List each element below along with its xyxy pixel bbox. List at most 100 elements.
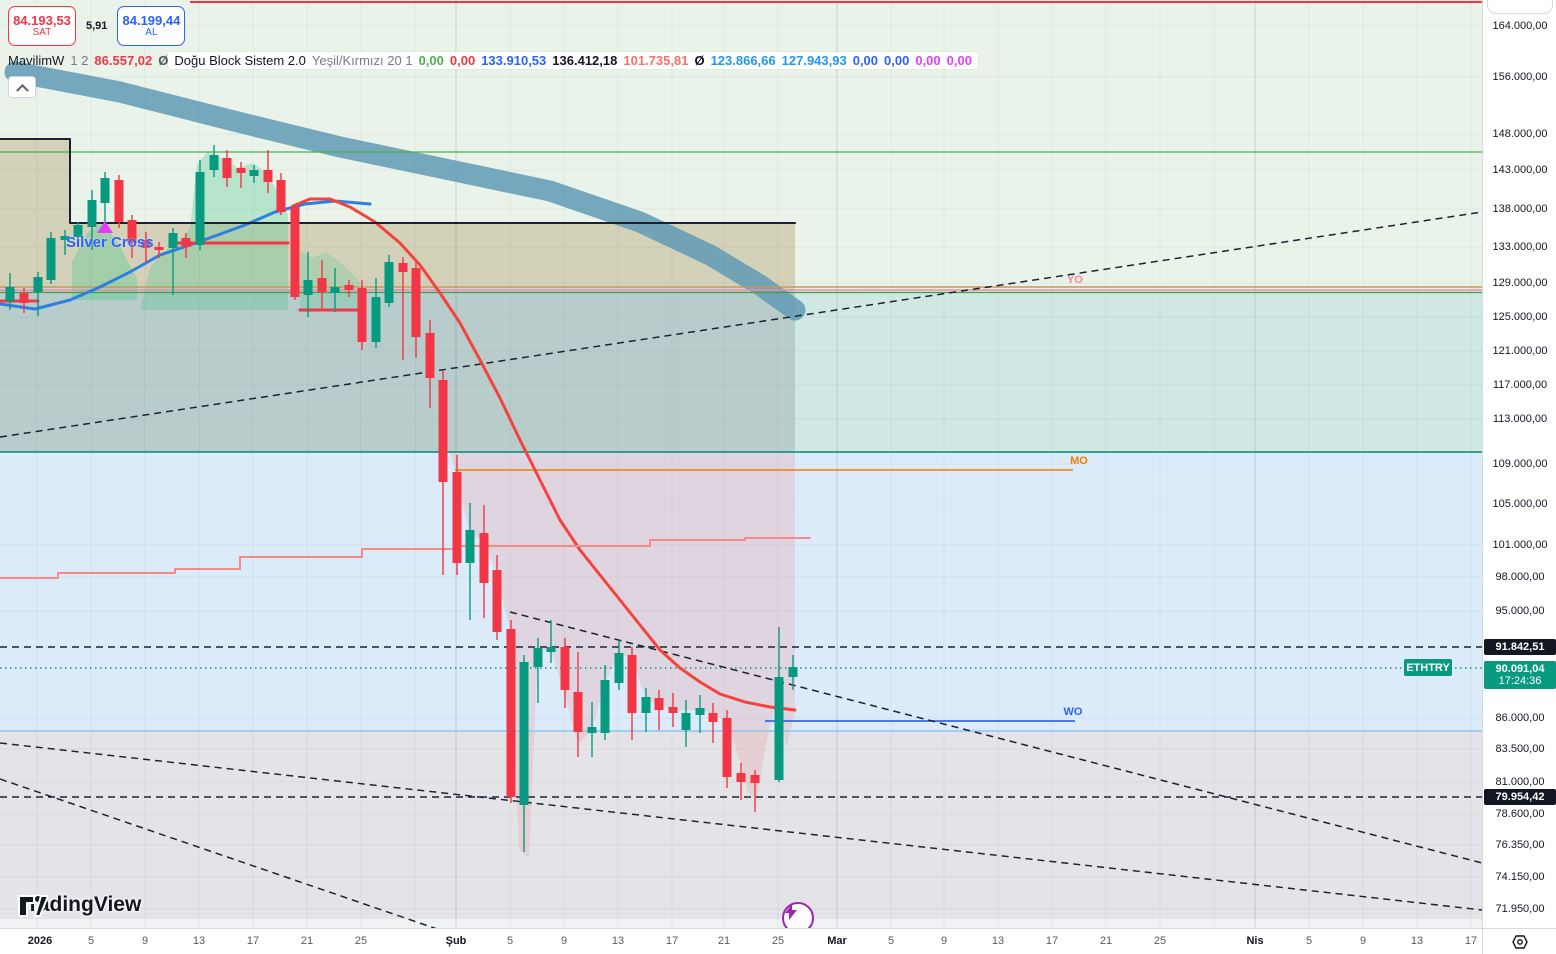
candle-body [330, 287, 340, 293]
axis-settings-gear-icon[interactable] [1512, 934, 1528, 950]
candle-body [73, 225, 83, 237]
candle-body [681, 713, 691, 730]
spread-value: 5,91 [86, 20, 108, 32]
zone-4 [0, 919, 1482, 928]
time-axis-label: 17 [1045, 935, 1059, 947]
indicator-value: 0,00 [449, 53, 476, 68]
price-axis-label: 117.000,00 [1492, 379, 1548, 391]
tradingview-watermark[interactable]: TradingView [18, 893, 141, 917]
candle-body [573, 692, 583, 732]
block-step-line [0, 138, 796, 224]
candle-body [344, 285, 354, 290]
price-axis-label: 156.000,00 [1492, 71, 1548, 83]
pink-step-line [0, 537, 811, 579]
price-badge: 91.842,51 [1484, 639, 1556, 655]
axis-corner [1482, 928, 1556, 954]
collapse-legend-button[interactable] [8, 76, 36, 98]
price-axis-top-pill [1487, 0, 1553, 14]
candle-body [249, 170, 259, 176]
mo-level-label: MO [1070, 455, 1088, 467]
candle-body [5, 287, 15, 301]
price-axis-label: 109.000,00 [1492, 458, 1548, 470]
block-green-b [140, 152, 288, 310]
price-axis-label: 98.000,00 [1495, 571, 1545, 583]
price-axis-label: 76.350,00 [1495, 839, 1545, 851]
buy-label: AL [145, 26, 158, 38]
candle-body [398, 263, 408, 272]
candle-body [276, 180, 286, 212]
candlestick-chart-canvas[interactable] [0, 0, 1482, 928]
price-axis-label: 133.000,00 [1492, 241, 1548, 253]
candle-body [627, 655, 637, 713]
indicator-value: 123.866,66 [710, 53, 776, 68]
indicator-row-0[interactable]: MavilimW 1 2 86.557,02 Ø [8, 53, 168, 68]
time-axis-label: 5 [506, 935, 514, 947]
time-axis-label: 9 [141, 935, 149, 947]
indicator-legend-rows: MavilimW 1 2 86.557,02 Ø Doğu Block Sistem 2… [8, 46, 978, 70]
indicator-value: 86.557,02 [94, 53, 153, 68]
candle-body [600, 680, 610, 733]
indicator-value: 136.412,18 [552, 53, 618, 68]
price-axis-label: 86.000,00 [1495, 712, 1545, 724]
candlestick-series[interactable] [5, 145, 798, 852]
time-axis-label: 5 [887, 935, 895, 947]
legend-panel: 84.193,53 SAT 5,91 84.199,44 AL MavilimW… [8, 6, 978, 98]
price-axis[interactable]: 164.000,00 156.000,00 148.000,00 143.000,00… [1482, 0, 1556, 928]
time-axis-label: 13 [611, 935, 625, 947]
indicator-value: 0,00 [915, 53, 941, 68]
candle-body [181, 238, 191, 247]
zone-7 [0, 287, 795, 452]
time-axis-label: Nis [1246, 935, 1264, 947]
buy-price: 84.199,44 [122, 12, 181, 28]
candle-body [641, 697, 651, 713]
symbol-price-flag[interactable]: ETHTRY [1404, 659, 1452, 676]
candle-body [560, 647, 570, 690]
time-axis-label: 21 [717, 935, 731, 947]
wo-level-label: WO [1063, 706, 1083, 718]
candle-body [195, 172, 205, 245]
indicator-value: 101.735,81 [623, 53, 689, 68]
time-axis-label: 21 [300, 935, 314, 947]
buy-button[interactable]: 84.199,44 AL [117, 6, 186, 46]
price-axis-label: 74.150,00 [1495, 871, 1545, 883]
candle-body [425, 333, 435, 378]
indicator-row-content: MavilimW 1 2 86.557,02 Ø [8, 53, 168, 68]
indicator-value: 0,00 [946, 53, 972, 68]
price-axis-label: 125.000,00 [1492, 311, 1548, 323]
candle-body [668, 707, 678, 713]
candle-body [492, 570, 502, 632]
indicator-row-1[interactable]: Doğu Block Sistem 2.0 Yeşil/Kırmızı 20 1 0… [168, 52, 978, 69]
candle-body [384, 262, 394, 303]
candle-body [114, 180, 124, 222]
indicator-name: Doğu Block Sistem 2.0 [174, 53, 306, 68]
candle-body [154, 247, 164, 250]
candle-body [519, 662, 529, 805]
candle-body [465, 530, 475, 563]
candle-body [708, 713, 718, 722]
lightning-event-icon[interactable] [782, 902, 814, 928]
chart-pane[interactable]: Silver Cross YO MO WO 84.193,53 SAT 5,91… [0, 0, 1482, 928]
descending-trendline-c [0, 778, 437, 928]
indicator-value: 127.943,93 [781, 53, 847, 68]
candle-body [222, 158, 232, 178]
candle-body [614, 653, 624, 683]
sell-button[interactable]: 84.193,53 SAT [8, 6, 76, 46]
time-axis[interactable]: 2026 5 9 13 17 21 25 Şub 5 9 13 17 21 25 Mar 5 9 13 17 21 25… [0, 928, 1482, 954]
buy-signal-triangle-icon [97, 221, 113, 233]
indicator-value: 0,00 [418, 53, 444, 68]
lightning-bolt-icon [785, 904, 797, 920]
candle-body [533, 648, 543, 667]
time-axis-label: 21 [1099, 935, 1113, 947]
time-axis-label: 9 [560, 935, 568, 947]
time-axis-label: 9 [1359, 935, 1367, 947]
zone-3 [0, 731, 1482, 919]
time-axis-label: 25 [1153, 935, 1167, 947]
candle-body [750, 775, 760, 783]
price-axis-label: 129.000,00 [1492, 277, 1548, 289]
candle-body [33, 277, 43, 292]
indicator-name: MavilimW [8, 53, 65, 68]
silver-cross-label: Silver Cross [66, 234, 154, 251]
price-axis-label: 148.000,00 [1492, 128, 1548, 140]
price-axis-label: 78.600,00 [1495, 808, 1545, 820]
